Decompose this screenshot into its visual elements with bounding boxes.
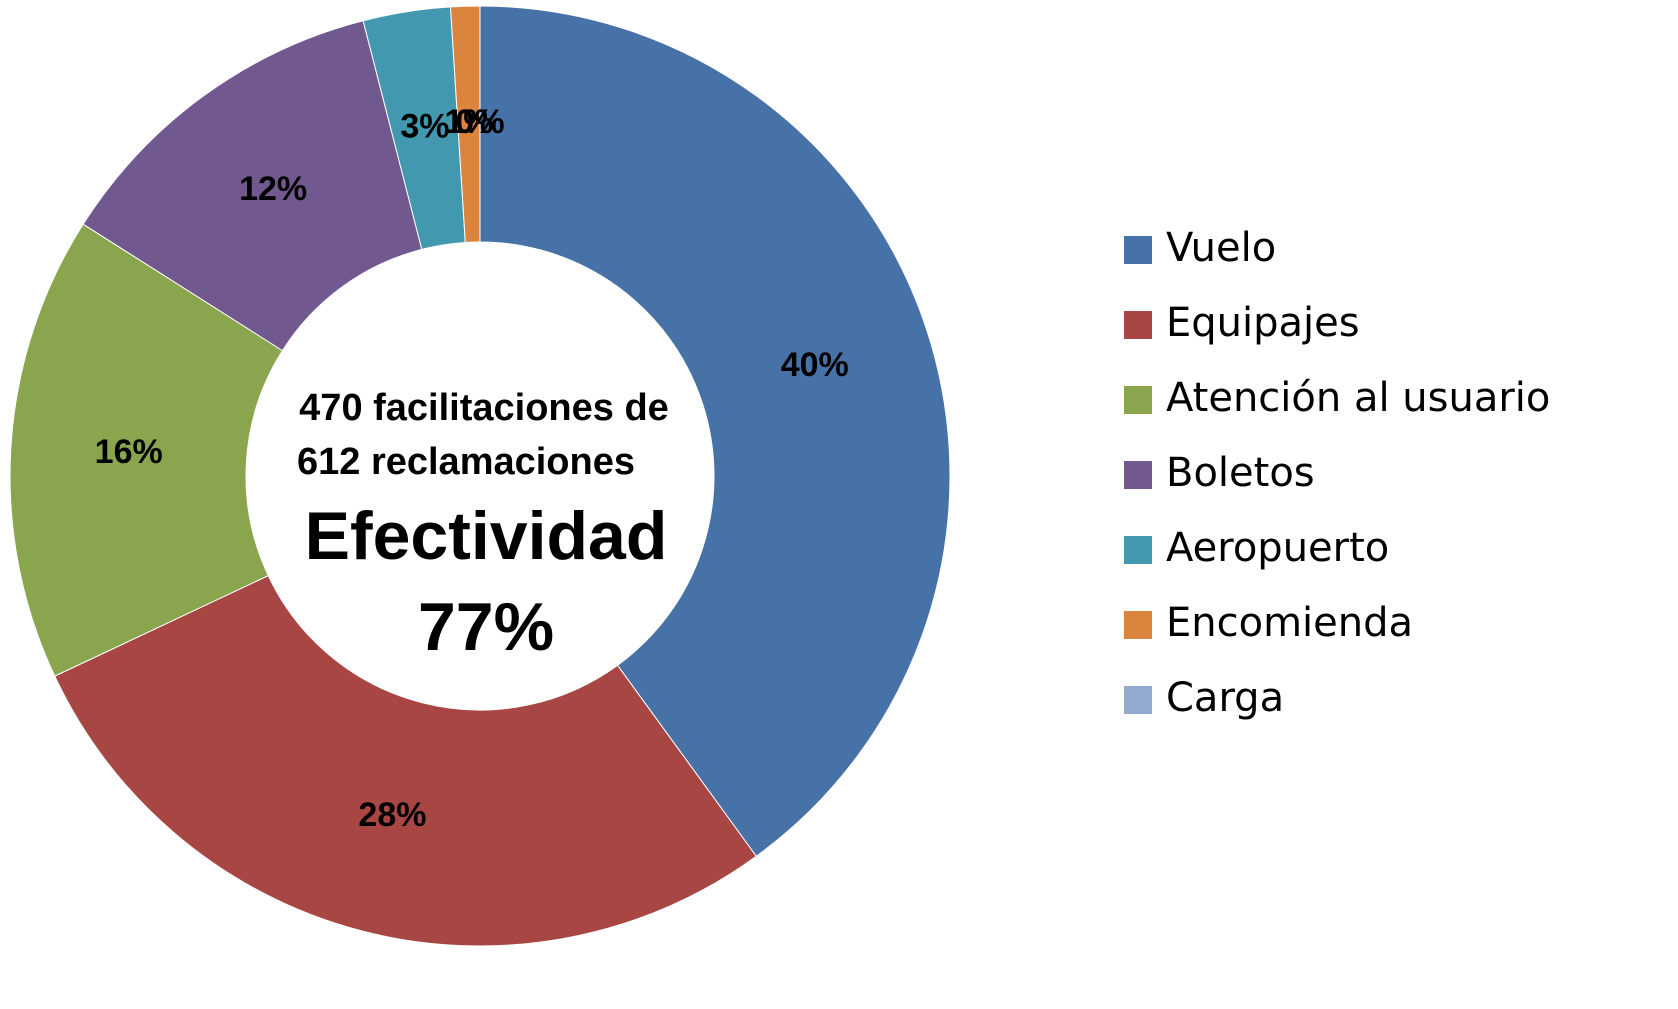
legend-label: Encomienda bbox=[1166, 600, 1413, 646]
slice bbox=[54, 574, 757, 947]
legend-swatch bbox=[1124, 536, 1152, 564]
data-label: 3% bbox=[400, 107, 449, 145]
data-label: 16% bbox=[95, 433, 163, 471]
data-label: 28% bbox=[358, 796, 426, 834]
data-label: 1% bbox=[444, 103, 493, 141]
center-text: 612 reclamaciones bbox=[297, 441, 635, 483]
legend-label: Vuelo bbox=[1166, 225, 1276, 271]
legend-label: Boletos bbox=[1166, 450, 1315, 496]
legend-swatch bbox=[1124, 236, 1152, 264]
center-text: 470 facilitaciones de bbox=[299, 387, 669, 429]
center-title: Efectividad bbox=[305, 498, 668, 574]
legend-swatch bbox=[1124, 686, 1152, 714]
legend-swatch bbox=[1124, 611, 1152, 639]
legend-label: Aeropuerto bbox=[1166, 525, 1389, 571]
data-label: 0% bbox=[455, 103, 504, 141]
legend-label: Atención al usuario bbox=[1166, 375, 1550, 421]
legend-label: Equipajes bbox=[1166, 300, 1360, 346]
legend-swatch bbox=[1124, 461, 1152, 489]
legend-label: Carga bbox=[1166, 675, 1284, 721]
slice bbox=[82, 20, 423, 352]
legend-swatch bbox=[1124, 386, 1152, 414]
data-label: 40% bbox=[781, 346, 849, 384]
slice bbox=[479, 5, 951, 857]
center-value: 77% bbox=[418, 589, 554, 665]
legend-swatch bbox=[1124, 311, 1152, 339]
data-label: 12% bbox=[239, 170, 307, 208]
slice bbox=[9, 223, 284, 677]
